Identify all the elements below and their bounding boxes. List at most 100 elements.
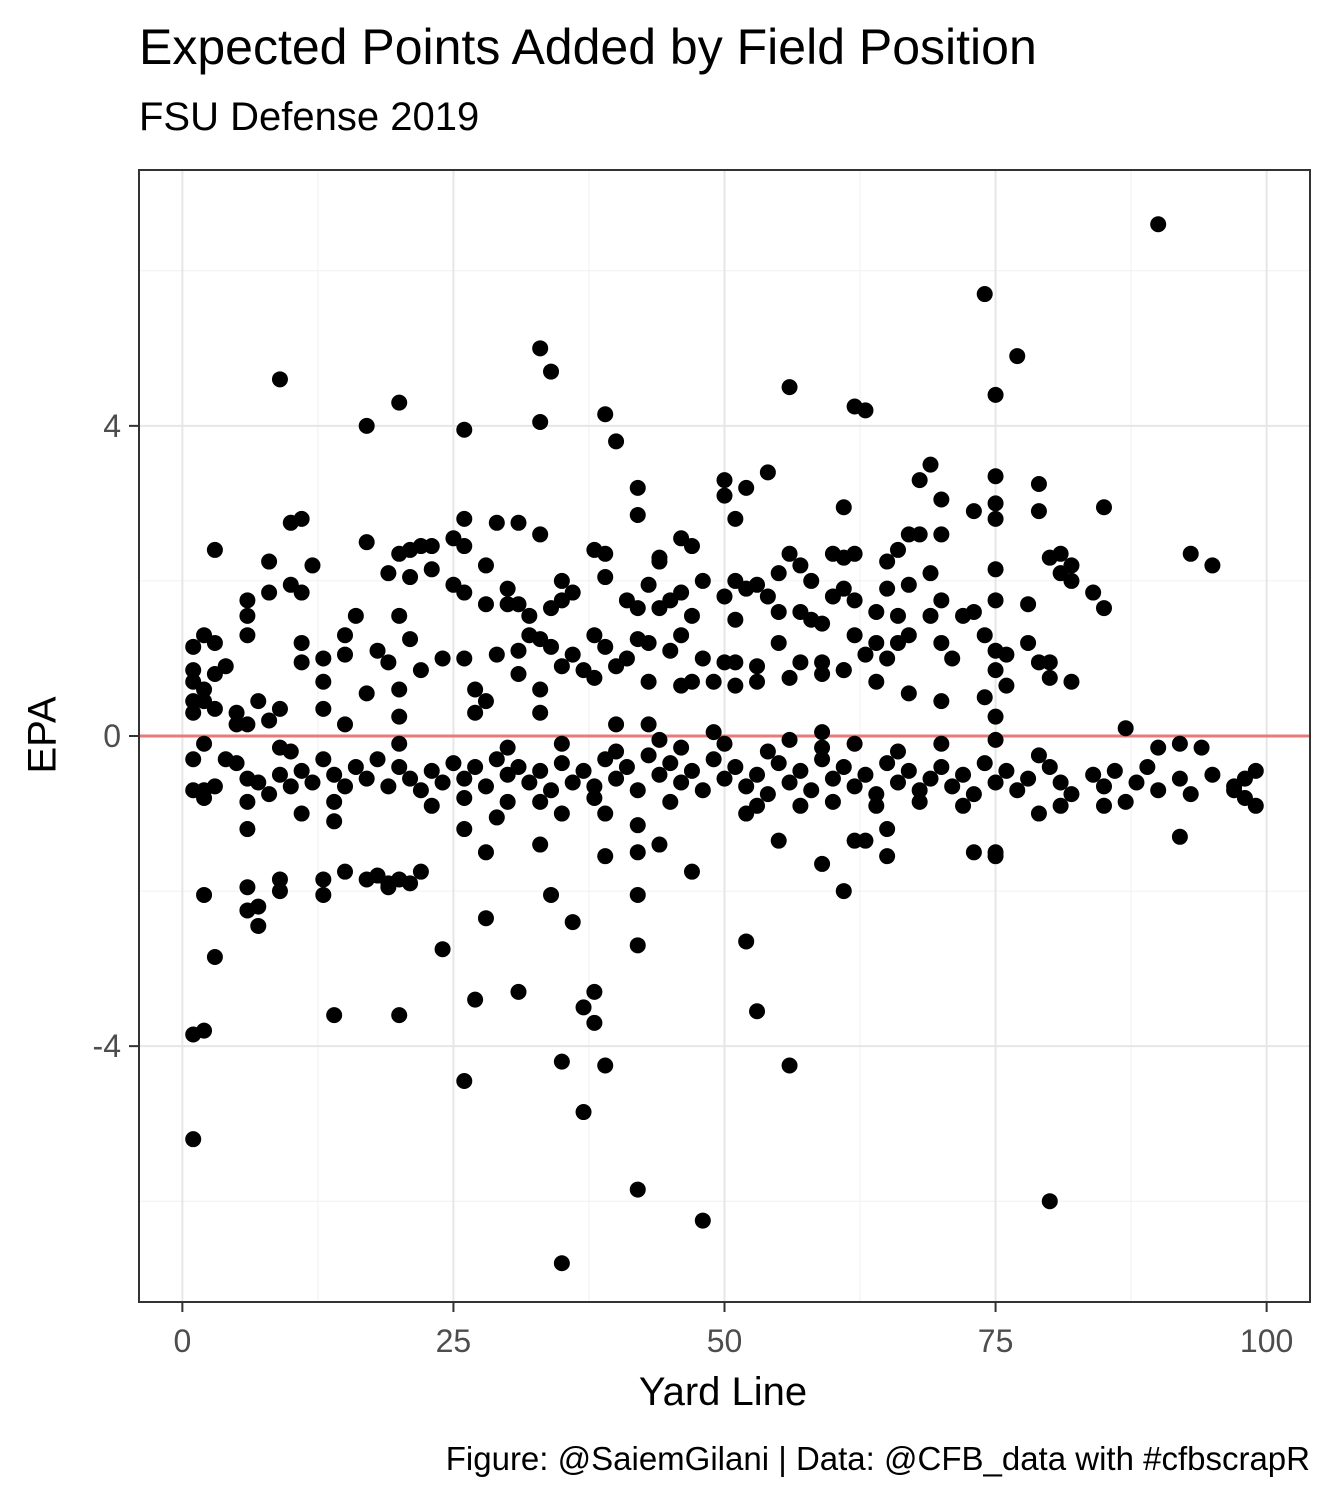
data-point [944, 778, 961, 795]
data-point [575, 999, 592, 1016]
data-point [749, 1003, 766, 1020]
data-point [477, 693, 494, 710]
data-point [488, 751, 505, 768]
data-point [412, 782, 429, 799]
data-point [651, 766, 668, 783]
data-point [532, 526, 549, 543]
data-point [185, 704, 202, 721]
data-point [1020, 596, 1037, 613]
data-point [315, 886, 332, 903]
data-point [759, 743, 776, 760]
data-point [456, 421, 473, 438]
data-point [857, 832, 874, 849]
data-point [673, 739, 690, 756]
data-point [575, 1104, 592, 1121]
data-point [380, 778, 397, 795]
data-point [987, 592, 1004, 609]
x-tick-label: 50 [707, 1323, 743, 1359]
data-point [239, 793, 256, 810]
data-point [629, 817, 646, 834]
data-point [445, 755, 462, 772]
data-point [1030, 805, 1047, 822]
data-point [629, 479, 646, 496]
data-point [532, 836, 549, 853]
x-tick-label: 100 [1240, 1323, 1293, 1359]
data-point [456, 821, 473, 838]
data-point [781, 731, 798, 748]
data-point [727, 510, 744, 527]
y-tick-label: 4 [103, 408, 121, 444]
data-point [770, 755, 787, 772]
data-point [185, 751, 202, 768]
data-point [282, 743, 299, 760]
data-point [608, 658, 625, 675]
data-point [239, 627, 256, 644]
data-point [1052, 545, 1069, 562]
data-point [727, 677, 744, 694]
data-point [944, 650, 961, 667]
data-point [293, 805, 310, 822]
data-point [879, 553, 896, 570]
data-point [358, 685, 375, 702]
data-point [326, 793, 343, 810]
data-point [998, 762, 1015, 779]
data-point [315, 673, 332, 690]
data-point [206, 541, 223, 558]
data-point [532, 793, 549, 810]
data-point [922, 770, 939, 787]
data-point [814, 654, 831, 671]
data-point [499, 793, 516, 810]
data-point [900, 576, 917, 593]
data-point [477, 596, 494, 613]
data-point [553, 1053, 570, 1070]
data-point [315, 650, 332, 667]
data-point [380, 879, 397, 896]
data-point [358, 417, 375, 434]
data-point [434, 650, 451, 667]
data-point [250, 774, 267, 791]
data-point [564, 646, 581, 663]
data-point [337, 778, 354, 795]
data-point [911, 793, 928, 810]
x-axis-label: Yard Line [638, 1370, 808, 1414]
data-point [857, 646, 874, 663]
data-point [857, 766, 874, 783]
data-point [456, 650, 473, 667]
data-point [380, 654, 397, 671]
data-point [564, 774, 581, 791]
data-point [998, 646, 1015, 663]
data-point [239, 821, 256, 838]
data-point [911, 782, 928, 799]
data-point [206, 634, 223, 651]
data-point [434, 774, 451, 791]
data-point [933, 634, 950, 651]
data-point [369, 751, 386, 768]
data-point [423, 538, 440, 555]
data-point [532, 413, 549, 430]
data-point [196, 790, 213, 807]
data-point [846, 545, 863, 562]
data-point [553, 658, 570, 675]
data-point [792, 762, 809, 779]
data-point [347, 607, 364, 624]
data-point [716, 588, 733, 605]
data-point [1009, 782, 1026, 799]
data-point [196, 886, 213, 903]
data-point [499, 739, 516, 756]
data-point [705, 751, 722, 768]
data-point [445, 530, 462, 547]
data-point [976, 286, 993, 303]
data-point [716, 770, 733, 787]
data-point [326, 813, 343, 830]
data-point [889, 607, 906, 624]
data-point [423, 762, 440, 779]
data-point [337, 646, 354, 663]
data-point [477, 557, 494, 574]
data-point [315, 871, 332, 888]
data-point [456, 584, 473, 601]
data-point [543, 886, 560, 903]
data-point [304, 774, 321, 791]
data-point [477, 778, 494, 795]
data-point [1063, 557, 1080, 574]
